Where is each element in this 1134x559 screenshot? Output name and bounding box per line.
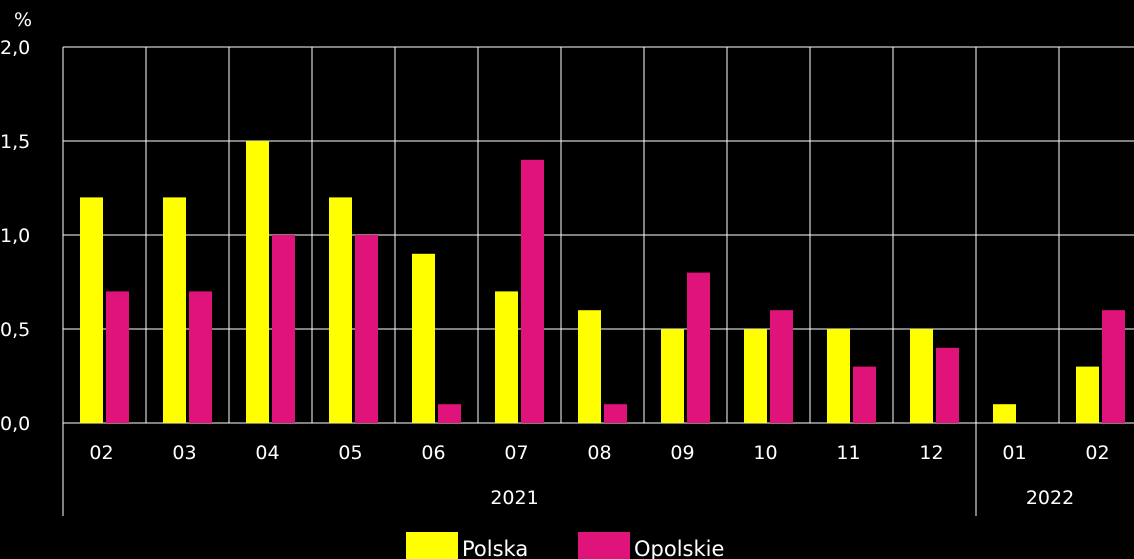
legend: Polska Opolskie (406, 532, 724, 559)
bar-polska-3 (329, 197, 352, 423)
x-tick-label: 11 (836, 442, 860, 464)
bar-polska-9 (827, 329, 850, 423)
x-tick-label: 02 (1085, 442, 1109, 464)
bar-polska-6 (578, 310, 601, 423)
y-axis-label: % (14, 9, 32, 31)
x-axis: 02 03 04 05 06 07 08 09 10 11 12 01 02 2021 2022 (62, 423, 1110, 516)
x-tick-label: 10 (753, 442, 777, 464)
y-tick-label: 0,0 (0, 413, 30, 435)
bar-opolskie-7 (687, 272, 710, 423)
bar-polska-8 (744, 329, 767, 423)
x-tick-label: 06 (421, 442, 445, 464)
bar-polska-4 (412, 253, 435, 423)
y-tick-label: 2,0 (0, 37, 30, 59)
year-label: 2022 (1026, 487, 1074, 509)
bar-polska-7 (661, 329, 684, 423)
bar-opolskie-0 (106, 291, 129, 423)
legend-swatch-opolskie (578, 532, 630, 559)
bar-opolskie-12 (1102, 310, 1125, 423)
bar-opolskie-6 (604, 404, 627, 423)
x-tick-label: 03 (172, 442, 196, 464)
x-tick-label: 12 (919, 442, 943, 464)
legend-swatch-polska (406, 532, 458, 559)
grid-lines (62, 46, 1134, 424)
bar-opolskie-1 (189, 291, 212, 423)
x-tick-label: 05 (338, 442, 362, 464)
y-tick-label: 1,5 (0, 131, 30, 153)
bar-opolskie-2 (272, 235, 295, 423)
bar-polska-5 (495, 291, 518, 423)
bar-polska-10 (910, 329, 933, 423)
bars (80, 141, 1125, 424)
x-tick-label: 09 (670, 442, 694, 464)
bar-polska-1 (163, 197, 186, 423)
bar-opolskie-4 (438, 404, 461, 423)
bar-polska-12 (1076, 366, 1099, 423)
x-tick-label: 02 (89, 442, 113, 464)
bar-opolskie-10 (936, 347, 959, 423)
x-tick-label: 07 (504, 442, 528, 464)
x-tick-label: 08 (587, 442, 611, 464)
legend-label-polska: Polska (462, 537, 528, 559)
bar-opolskie-3 (355, 235, 378, 423)
bar-opolskie-8 (770, 310, 793, 423)
year-label: 2021 (490, 487, 538, 509)
legend-label-opolskie: Opolskie (634, 537, 724, 559)
bar-polska-11 (993, 404, 1016, 423)
y-axis-ticks: 0,0 0,5 1,0 1,5 2,0 (0, 37, 30, 435)
bar-opolskie-9 (853, 366, 876, 423)
y-tick-label: 0,5 (0, 319, 30, 341)
y-tick-label: 1,0 (0, 225, 30, 247)
x-tick-label: 01 (1002, 442, 1026, 464)
bar-polska-2 (246, 141, 269, 423)
bar-opolskie-5 (521, 159, 544, 424)
bar-polska-0 (80, 197, 103, 423)
x-tick-label: 04 (255, 442, 279, 464)
